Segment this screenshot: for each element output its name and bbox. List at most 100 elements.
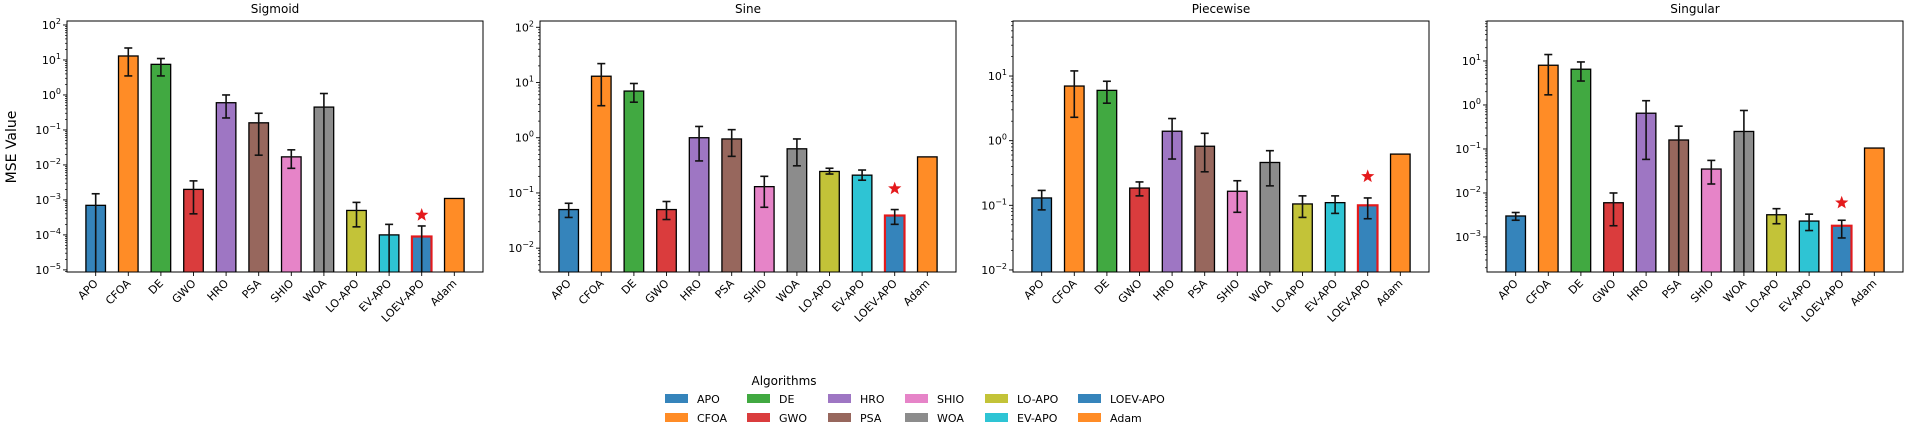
legend-item-gwo: GWO xyxy=(747,412,807,425)
x-tick-label: GWO xyxy=(170,277,199,306)
bar-adam xyxy=(1863,147,1885,272)
y-tick-label: 10−1 xyxy=(981,197,1007,212)
y-tick-label: 10−4 xyxy=(35,227,61,242)
bars xyxy=(85,47,465,272)
bar-cfoa xyxy=(1537,64,1559,272)
axes-frame xyxy=(539,20,957,273)
panel-piecewise: Piecewise 10−2 10−1 100 101 APO CFOA DE GWO HRO PS… xyxy=(981,2,1430,325)
legend-item-shio: SHIO xyxy=(905,393,964,406)
x-tick-label: SHIO xyxy=(1214,277,1243,306)
bar-de xyxy=(150,63,172,272)
y-tick-label: 10−3 xyxy=(1455,229,1481,244)
legend-swatch xyxy=(985,413,1008,422)
bar-adam xyxy=(1389,153,1411,272)
x-tick-label: GWO xyxy=(1590,277,1619,306)
legend-swatch xyxy=(1078,413,1101,422)
bar-ev-apo xyxy=(851,174,873,272)
x-tick-label: APO xyxy=(548,277,574,303)
x-tick-label: CFOA xyxy=(1049,277,1080,308)
x-tick-label: HRO xyxy=(1151,277,1178,304)
x-tick-label: WOA xyxy=(1721,277,1750,306)
y-tick-label: 102 xyxy=(42,17,61,32)
x-tick-label: SHIO xyxy=(741,277,770,306)
y-tick-label: 101 xyxy=(515,75,534,90)
x-tick-label: SHIO xyxy=(1688,277,1717,306)
legend-title: Algorithms xyxy=(751,374,816,388)
y-tick-label: 10−3 xyxy=(35,192,61,207)
legend-swatch xyxy=(747,413,770,422)
y-tick-label: 10−2 xyxy=(981,262,1007,277)
bar-gwo xyxy=(1129,187,1150,272)
legend-item-hro: HRO xyxy=(828,393,885,406)
panel-singular: Singular 10−3 10−2 10−1 100 101 APO CFOA DE GWO HR… xyxy=(1455,2,1904,325)
y-tick-label: 100 xyxy=(988,133,1007,148)
legend-swatch xyxy=(747,394,770,403)
legend-label: EV-APO xyxy=(1017,412,1058,425)
x-tick-label: DE xyxy=(1566,277,1586,297)
x-tick-label: Adam xyxy=(901,277,933,309)
x-tick-label: PSA xyxy=(1186,277,1211,302)
legend-item-lo-apo: LO-APO xyxy=(985,393,1059,406)
y-tick-label: 101 xyxy=(988,68,1007,83)
panel-sigmoid: Sigmoid 10−5 10−4 10−3 10−2 10−1 100 101 102 APO C… xyxy=(35,2,484,325)
bar-adam xyxy=(443,197,465,272)
y-tick-label: 102 xyxy=(515,19,534,34)
bar-de xyxy=(623,90,645,272)
bar-lo-apo xyxy=(819,170,840,272)
legend-item-woa: WOA xyxy=(905,412,964,425)
x-tick-label: LO-APO xyxy=(796,277,835,316)
y-tick-label: 10−2 xyxy=(1455,185,1481,200)
legend-label: SHIO xyxy=(937,393,964,406)
legend-item-de: DE xyxy=(747,393,794,406)
bar-psa xyxy=(721,138,743,272)
legend-item-ev-apo: EV-APO xyxy=(985,412,1058,425)
x-tick-label: CFOA xyxy=(576,277,607,308)
bar-shio xyxy=(280,156,302,272)
x-tick-label: Adam xyxy=(1848,277,1880,309)
legend-item-loev-apo: LOEV-APO xyxy=(1078,393,1165,406)
y-tick-label: 100 xyxy=(1462,97,1481,112)
legend-swatch xyxy=(985,394,1008,403)
x-tick-label: GWO xyxy=(1116,277,1145,306)
legend-label: Adam xyxy=(1110,412,1142,425)
x-tick-label: PSA xyxy=(240,277,265,302)
legend-swatch xyxy=(665,394,688,403)
x-tick-label: APO xyxy=(1495,277,1521,303)
bars xyxy=(1031,70,1411,272)
legend-item-adam: Adam xyxy=(1078,412,1142,425)
x-tick-label: LO-APO xyxy=(1269,277,1308,316)
legend-swatch xyxy=(905,413,928,422)
legend-label: WOA xyxy=(937,412,964,425)
axes-frame xyxy=(1012,20,1430,273)
x-tick-label: CFOA xyxy=(1523,277,1554,308)
x-tick-label: PSA xyxy=(713,277,738,302)
bar-de xyxy=(1570,68,1592,272)
legend-item-cfoa: CFOA xyxy=(665,412,727,425)
x-tick-label: LO-APO xyxy=(1743,277,1782,316)
legend-label: LO-APO xyxy=(1017,393,1059,406)
bars xyxy=(1505,53,1885,272)
bar-apo xyxy=(558,208,580,272)
x-tick-label: GWO xyxy=(643,277,672,306)
x-tick-label: APO xyxy=(75,277,101,303)
bar-woa xyxy=(786,148,808,272)
x-tick-label: Adam xyxy=(428,277,460,309)
best-star-marker xyxy=(1361,169,1375,183)
x-tick-label: LO-APO xyxy=(323,277,362,316)
x-tick-label: DE xyxy=(619,277,639,297)
y-tick-label: 10−5 xyxy=(35,262,61,277)
legend-label: GWO xyxy=(779,412,807,425)
y-tick-label: 10−1 xyxy=(508,185,534,200)
legend-label: DE xyxy=(779,393,794,406)
bar-cfoa xyxy=(117,55,139,272)
y-tick-label: 101 xyxy=(42,52,61,67)
axes-frame xyxy=(66,20,484,273)
x-tick-label: SHIO xyxy=(268,277,297,306)
y-axis-label: MSE Value xyxy=(4,111,20,184)
best-star-marker xyxy=(1835,195,1849,209)
legend-label: APO xyxy=(697,393,720,406)
panel-title: Piecewise xyxy=(1192,2,1250,16)
x-tick-label: Adam xyxy=(1374,277,1406,309)
panel-title: Sigmoid xyxy=(251,2,300,16)
